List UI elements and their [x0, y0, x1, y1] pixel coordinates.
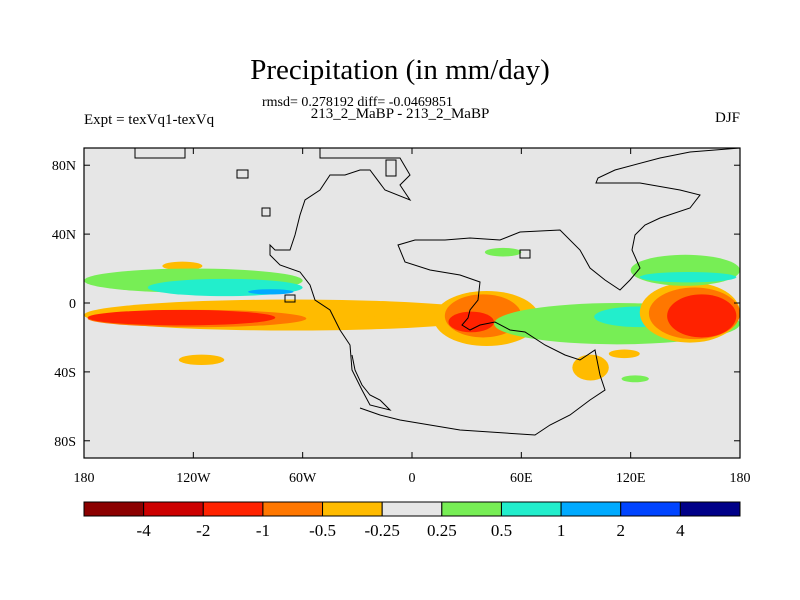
experiment-label: Expt = texVq1-texVq — [84, 112, 215, 128]
colorbar-swatch — [83, 501, 145, 517]
precip-region-13 — [608, 349, 640, 359]
colorbar-label: -1 — [256, 521, 270, 540]
colorbar-label: 4 — [676, 521, 685, 540]
x-tick-label: 60E — [510, 471, 533, 486]
colorbar-swatch — [500, 501, 562, 517]
season-label: DJF — [714, 110, 740, 126]
coastline-layer — [84, 148, 740, 436]
chart-title: Precipitation (in mm/day) — [250, 54, 550, 86]
y-tick-label: 40N — [52, 228, 76, 243]
x-tick-label: 180 — [730, 471, 751, 486]
coastline-americas — [84, 148, 412, 411]
precip-region-2 — [87, 309, 276, 326]
colorbar-label: 2 — [616, 521, 625, 540]
colorbar-swatch — [262, 501, 324, 517]
precip-region-21 — [484, 247, 522, 257]
x-tick-label: 120W — [176, 471, 211, 486]
colorbar-swatch — [202, 501, 264, 517]
precip-region-7 — [248, 289, 294, 295]
precip-region-12 — [572, 354, 609, 381]
y-axis-ticks: 80N 40N 0 40S 80S — [52, 159, 740, 450]
colorbar-label: 1 — [557, 521, 566, 540]
precip-region-3 — [162, 261, 203, 271]
x-tick-label: 60W — [289, 471, 317, 486]
x-tick-label: 0 — [409, 471, 416, 486]
colorbar-label: -0.5 — [309, 521, 336, 540]
y-tick-label: 80N — [52, 159, 76, 174]
y-tick-label: 80S — [54, 435, 76, 450]
x-tick-label: 120E — [616, 471, 646, 486]
y-tick-label: 40S — [54, 366, 76, 381]
colorbar-swatch — [143, 501, 204, 517]
colorbar-swatch — [322, 501, 383, 517]
colorbar-swatch — [560, 501, 622, 517]
coastline-greenland — [236, 159, 397, 217]
x-tick-label: 180 — [74, 471, 95, 486]
coastline-eurasia-africa — [359, 148, 740, 436]
stats-line: rmsd= 0.278192 diff= -0.0469851 — [262, 95, 453, 110]
chart-subtitle: 213_2_MaBP - 213_2_MaBP — [310, 106, 490, 122]
colorbar-label: 0.5 — [491, 521, 512, 540]
colorbar: -4 -2 -1 -0.5 -0.25 0.25 0.5 1 2 4 — [83, 501, 741, 540]
colorbar-swatch — [441, 501, 502, 517]
precip-region-8 — [317, 316, 412, 329]
y-tick-label: 0 — [69, 297, 76, 312]
precip-region-4 — [178, 354, 225, 366]
colorbar-label: -4 — [137, 521, 152, 540]
colorbar-label: -2 — [196, 521, 210, 540]
precip-region-11 — [448, 311, 494, 333]
colorbar-swatch — [381, 501, 443, 517]
colorbar-label: 0.25 — [427, 521, 457, 540]
colorbar-swatch — [620, 501, 681, 517]
precip-difference-layer — [84, 247, 740, 383]
x-axis-ticks: 180 120W 60W 0 60E 120E 180 — [74, 148, 751, 486]
coastline-islands — [284, 249, 531, 303]
precip-region-20 — [639, 272, 737, 283]
colorbar-swatch — [679, 501, 741, 517]
colorbar-label: -0.25 — [364, 521, 399, 540]
precip-region-18 — [667, 294, 737, 338]
precip-region-22 — [621, 375, 649, 383]
